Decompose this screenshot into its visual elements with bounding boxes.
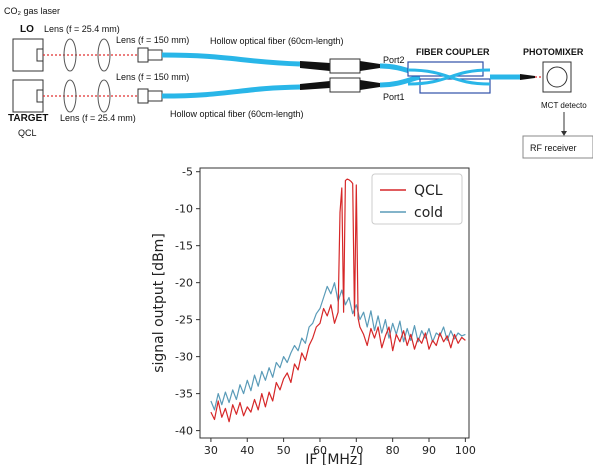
x-tick-label: 60 xyxy=(313,444,327,457)
x-tick-label: 30 xyxy=(204,444,218,457)
taper-photomixer xyxy=(520,74,535,80)
signal-chart: -5 -10 -15 -20 -25 -30 -35 -40 30 40 50 60 70 80 90 10… xyxy=(151,166,476,465)
connector-bottom-a xyxy=(137,88,149,104)
y-axis-label: signal output [dBm] xyxy=(151,233,167,373)
legend-label-cold: cold xyxy=(414,205,443,221)
legend-label-qcl: QCL xyxy=(414,183,443,199)
y-tick-label: -40 xyxy=(175,425,193,438)
photomixer-label: PHOTOMIXER xyxy=(523,47,584,57)
taper-bottom-2 xyxy=(360,80,380,90)
lo-label: LO xyxy=(20,24,34,35)
coupler-fiber-b xyxy=(407,68,491,86)
y-tick-label: -5 xyxy=(182,166,193,179)
mct-detector-label: MCT detecto xyxy=(541,101,587,110)
y-tick-label: -15 xyxy=(175,240,193,253)
lens-small-top-label: Lens (f = 150 mm) xyxy=(116,35,189,45)
setup-diagram: CO₂ gas laser LO Lens (f = 25.4 mm) TARG… xyxy=(4,6,593,159)
connector-bottom-b xyxy=(147,90,163,102)
rf-receiver-box xyxy=(522,135,593,159)
rf-arrow-head xyxy=(561,131,567,136)
connector-top-a xyxy=(137,47,149,63)
lens-large-bottom-2 xyxy=(97,79,111,113)
co2-laser-label: CO₂ gas laser xyxy=(4,6,60,16)
series-line-qcl xyxy=(210,178,466,423)
fiber-port1 xyxy=(379,74,421,88)
y-tick-label: -25 xyxy=(175,314,193,327)
x-tick-label: 50 xyxy=(277,444,291,457)
y-tick-label: -30 xyxy=(175,351,193,364)
y-axis-ticks: -5 -10 -15 -20 -25 -30 -35 -40 xyxy=(175,166,200,438)
y-tick-label: -35 xyxy=(175,388,193,401)
taper-bottom xyxy=(300,81,330,90)
fiber-top xyxy=(161,52,301,67)
x-axis-label: IF [MHz] xyxy=(305,452,363,465)
lens-large-top-2 xyxy=(97,38,111,72)
lens-small-bottom-label: Lens (f = 150 mm) xyxy=(116,72,189,82)
port2-label: Port2 xyxy=(383,55,405,65)
photomixer-detector xyxy=(546,66,568,88)
lo-source-aperture xyxy=(36,48,44,62)
qcl-label: QCL xyxy=(18,128,37,138)
y-tick-label: -10 xyxy=(175,203,193,216)
y-tick-label: -20 xyxy=(175,277,193,290)
lens-large-top-1 xyxy=(63,38,77,72)
port1-label: Port1 xyxy=(383,92,405,102)
taper-top-2 xyxy=(360,61,380,71)
adapter-top xyxy=(329,58,361,74)
fiber-coupler-label: FIBER COUPLER xyxy=(416,47,490,57)
fiber-top-label: Hollow optical fiber (60cm-length) xyxy=(210,36,344,46)
x-tick-label: 100 xyxy=(455,444,476,457)
taper-top xyxy=(300,61,330,71)
fiber-bottom-label: Hollow optical fiber (60cm-length) xyxy=(170,109,304,119)
target-label: TARGET xyxy=(8,113,48,124)
lens-large-top-label: Lens (f = 25.4 mm) xyxy=(44,24,120,34)
chart-legend: QCL cold xyxy=(371,173,463,225)
connector-top-b xyxy=(147,49,163,61)
x-tick-label: 90 xyxy=(422,444,436,457)
x-tick-label: 80 xyxy=(386,444,400,457)
x-tick-label: 70 xyxy=(349,444,363,457)
fiber-bottom xyxy=(161,84,301,99)
lens-large-bottom-1 xyxy=(63,79,77,113)
lens-large-bottom-label: Lens (f = 25.4 mm) xyxy=(60,113,136,123)
adapter-bottom xyxy=(329,77,361,93)
chart-series xyxy=(210,178,466,423)
rf-receiver-label: RF receiver xyxy=(530,143,577,153)
x-tick-label: 40 xyxy=(240,444,254,457)
x-axis-ticks: 30 40 50 60 70 80 90 100 xyxy=(204,438,476,457)
target-source-aperture xyxy=(36,89,44,103)
